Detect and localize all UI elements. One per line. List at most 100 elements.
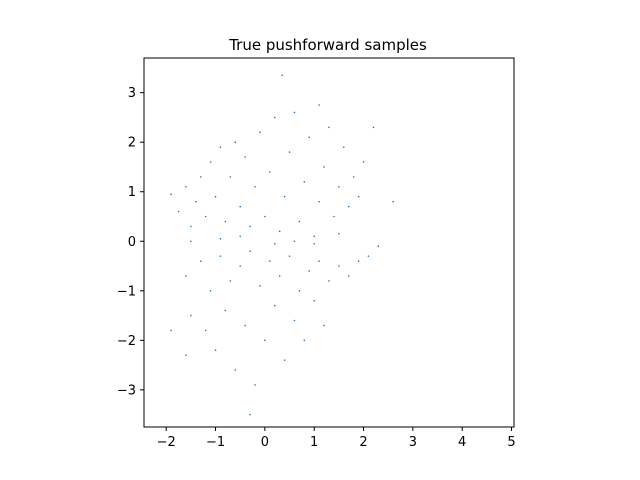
- data-point: [338, 233, 340, 235]
- data-point: [239, 265, 241, 267]
- data-point: [190, 225, 192, 228]
- data-point: [229, 176, 232, 178]
- data-point: [209, 289, 212, 292]
- x-tick-label: −2: [157, 435, 176, 450]
- y-tick-label: 2: [128, 136, 136, 151]
- data-point: [313, 299, 316, 302]
- data-point: [318, 260, 320, 262]
- chart-title: True pushforward samples: [228, 36, 427, 54]
- data-point: [190, 240, 192, 243]
- data-point: [234, 369, 237, 371]
- data-point: [392, 200, 394, 203]
- data-point: [177, 210, 180, 213]
- data-point: [214, 195, 217, 198]
- data-point: [185, 185, 187, 188]
- data-point: [298, 220, 301, 223]
- data-point: [244, 156, 246, 158]
- data-point: [283, 359, 286, 361]
- data-point: [219, 237, 222, 240]
- data-point: [323, 324, 325, 327]
- data-point: [204, 215, 207, 218]
- data-point: [278, 275, 281, 277]
- data-point: [281, 74, 283, 77]
- data-point: [185, 354, 187, 356]
- x-tick-label: 1: [310, 435, 318, 450]
- data-point: [357, 195, 360, 198]
- data-point: [308, 270, 311, 272]
- data-point: [239, 205, 241, 208]
- x-tick-label: 0: [261, 435, 269, 450]
- data-point: [259, 285, 261, 287]
- data-point: [338, 265, 340, 267]
- axes-frame: [143, 57, 515, 428]
- data-point: [352, 176, 355, 178]
- data-point: [273, 116, 276, 119]
- data-point: [288, 151, 291, 153]
- x-tick-label: −1: [206, 435, 225, 450]
- data-point: [234, 141, 237, 143]
- data-point: [293, 240, 296, 243]
- data-point: [185, 275, 187, 277]
- y-tick-label: 3: [128, 86, 136, 101]
- data-point: [254, 185, 256, 188]
- data-point: [264, 215, 266, 218]
- data-points: [170, 74, 394, 416]
- data-point: [249, 225, 251, 228]
- data-point: [229, 280, 232, 282]
- data-point: [347, 205, 350, 208]
- data-point: [343, 146, 345, 148]
- data-point: [377, 245, 380, 248]
- data-point: [328, 280, 330, 282]
- data-point: [318, 104, 320, 106]
- data-point: [259, 131, 261, 134]
- data-point: [273, 242, 276, 245]
- data-point: [318, 200, 320, 203]
- data-point: [323, 166, 325, 168]
- x-tick-label: 5: [507, 435, 515, 450]
- data-point: [293, 111, 296, 114]
- data-point: [249, 250, 251, 252]
- data-point: [214, 349, 217, 352]
- data-point: [269, 260, 271, 262]
- data-point: [199, 260, 202, 262]
- data-point: [313, 242, 316, 245]
- data-point: [219, 255, 222, 257]
- data-point: [308, 136, 311, 139]
- data-point: [328, 126, 330, 129]
- data-point: [269, 171, 271, 173]
- y-tick-label: 1: [128, 185, 136, 200]
- data-point: [333, 215, 335, 218]
- data-point: [362, 161, 365, 163]
- y-tick-label: −3: [117, 383, 136, 398]
- data-point: [303, 181, 306, 183]
- y-tick-label: −1: [117, 284, 136, 299]
- data-point: [278, 230, 281, 233]
- x-tick-label: 3: [409, 435, 417, 450]
- data-point: [170, 193, 172, 196]
- data-point: [224, 309, 227, 312]
- data-point: [244, 324, 246, 327]
- x-tick-label: 4: [458, 435, 466, 450]
- data-point: [209, 161, 212, 163]
- data-point: [303, 339, 306, 342]
- data-point: [195, 200, 197, 203]
- x-tick-label: 2: [359, 435, 367, 450]
- data-point: [288, 255, 291, 257]
- data-point: [372, 126, 375, 129]
- data-point: [224, 220, 227, 223]
- data-point: [239, 235, 241, 238]
- data-point: [264, 339, 266, 342]
- data-point: [283, 195, 286, 198]
- data-point: [254, 384, 256, 386]
- data-point: [347, 275, 350, 277]
- y-tick-label: 0: [128, 235, 136, 250]
- data-point: [249, 413, 251, 416]
- data-point: [313, 235, 316, 238]
- data-point: [298, 289, 301, 292]
- data-point: [219, 146, 222, 148]
- data-point: [199, 176, 202, 178]
- data-point: [190, 314, 192, 317]
- data-point: [204, 329, 207, 332]
- data-point: [170, 329, 172, 332]
